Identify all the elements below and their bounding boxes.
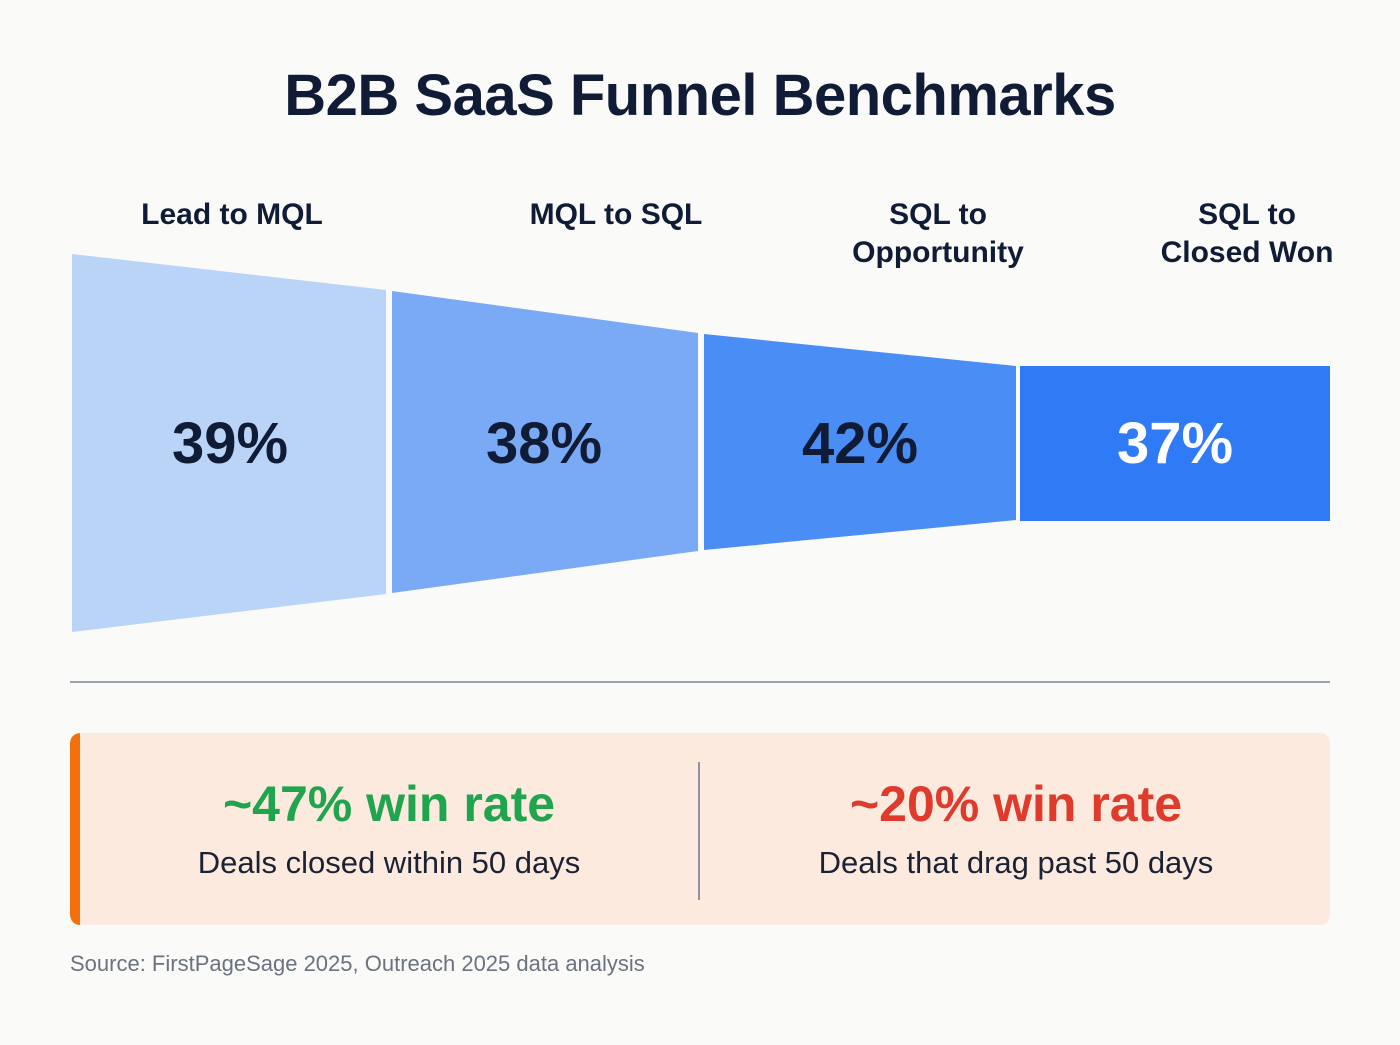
- callout-slow-deals: ~20% win rate Deals that drag past 50 da…: [702, 733, 1330, 925]
- callout-subtext: Deals closed within 50 days: [197, 845, 581, 881]
- win-rate-callout-box: ~47% win rate Deals closed within 50 day…: [70, 733, 1330, 925]
- callout-accent-bar: [70, 733, 80, 925]
- stage-label-line1: SQL to: [1198, 198, 1296, 231]
- callout-headline: ~20% win rate: [849, 775, 1183, 832]
- funnel-value-sql-to-closed-won: 37%: [1116, 411, 1234, 476]
- stage-label-line2: Opportunity: [852, 236, 1024, 269]
- stage-label-line1: SQL to: [889, 198, 987, 231]
- stage-label-line1: Lead to MQL: [141, 198, 323, 231]
- source-citation: Source: FirstPageSage 2025, Outreach 202…: [70, 951, 645, 976]
- callout-subtext: Deals that drag past 50 days: [818, 845, 1214, 881]
- funnel-value-mql-to-sql: 38%: [485, 411, 603, 476]
- stage-label-line2: Closed Won: [1160, 236, 1334, 269]
- stage-label-mql-to-sql: MQL to SQL: [461, 196, 771, 234]
- page-title: B2B SaaS Funnel Benchmarks: [284, 63, 1116, 128]
- funnel-value-lead-to-mql: 39%: [171, 411, 289, 476]
- section-divider: [70, 681, 1330, 683]
- stage-label-lead-to-mql: Lead to MQL: [72, 196, 392, 234]
- funnel-value-sql-to-opportunity: 42%: [801, 411, 919, 476]
- stage-label-line1: MQL to SQL: [529, 198, 703, 231]
- callout-headline: ~47% win rate: [222, 775, 556, 832]
- callout-vertical-divider: [698, 762, 700, 900]
- funnel-stage-labels: Lead to MQL MQL to SQL SQL to Opportunit…: [72, 196, 1333, 292]
- callout-fast-deals: ~47% win rate Deals closed within 50 day…: [80, 733, 698, 925]
- stage-label-sql-to-opportunity: SQL to Opportunity: [784, 196, 1092, 272]
- stage-label-sql-to-closed-won: SQL to Closed Won: [1092, 196, 1400, 272]
